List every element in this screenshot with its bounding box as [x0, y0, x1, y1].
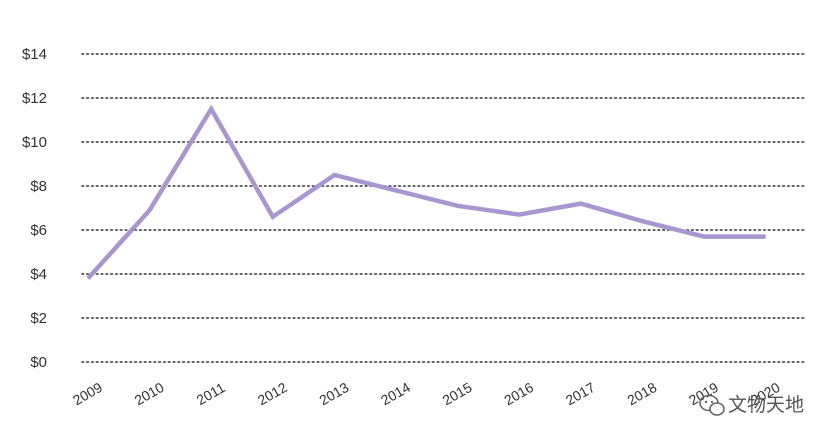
- y-tick-label: $4: [30, 266, 47, 283]
- y-tick-label: $6: [30, 222, 47, 239]
- x-tick-label: 2013: [316, 379, 351, 409]
- y-tick-label: $0: [30, 354, 47, 371]
- x-tick-label: 2012: [255, 379, 290, 409]
- watermark-text: 文物天地: [728, 394, 804, 416]
- y-tick-label: $14: [22, 46, 47, 63]
- y-tick-label: $8: [30, 178, 47, 195]
- x-tick-label: 2018: [624, 379, 659, 409]
- series-layer: [86, 104, 766, 280]
- x-tick-label: 2010: [132, 379, 167, 409]
- x-tick-label: 2009: [70, 379, 105, 409]
- series-line: [86, 104, 766, 280]
- x-tick-label: 2015: [440, 379, 475, 409]
- x-tick-label: 2017: [563, 379, 598, 409]
- y-tick-label: $10: [22, 134, 47, 151]
- x-tick-label: 2016: [501, 379, 536, 409]
- x-tick-label: 2011: [194, 379, 228, 408]
- y-tick-label: $2: [30, 310, 47, 327]
- y-axis-tick-labels: $0 $2 $4 $6 $8 $10 $12 $14: [22, 46, 47, 371]
- wechat-icon: [699, 394, 725, 416]
- y-tick-label: $12: [22, 90, 47, 107]
- x-tick-label: 2014: [378, 379, 413, 409]
- grid-lines: [81, 53, 807, 363]
- x-axis-tick-labels: 2009 2010 2011 2012 2013 2014 2015 2016 2017 2018…: [70, 379, 783, 409]
- watermark: 文物天地: [699, 394, 804, 416]
